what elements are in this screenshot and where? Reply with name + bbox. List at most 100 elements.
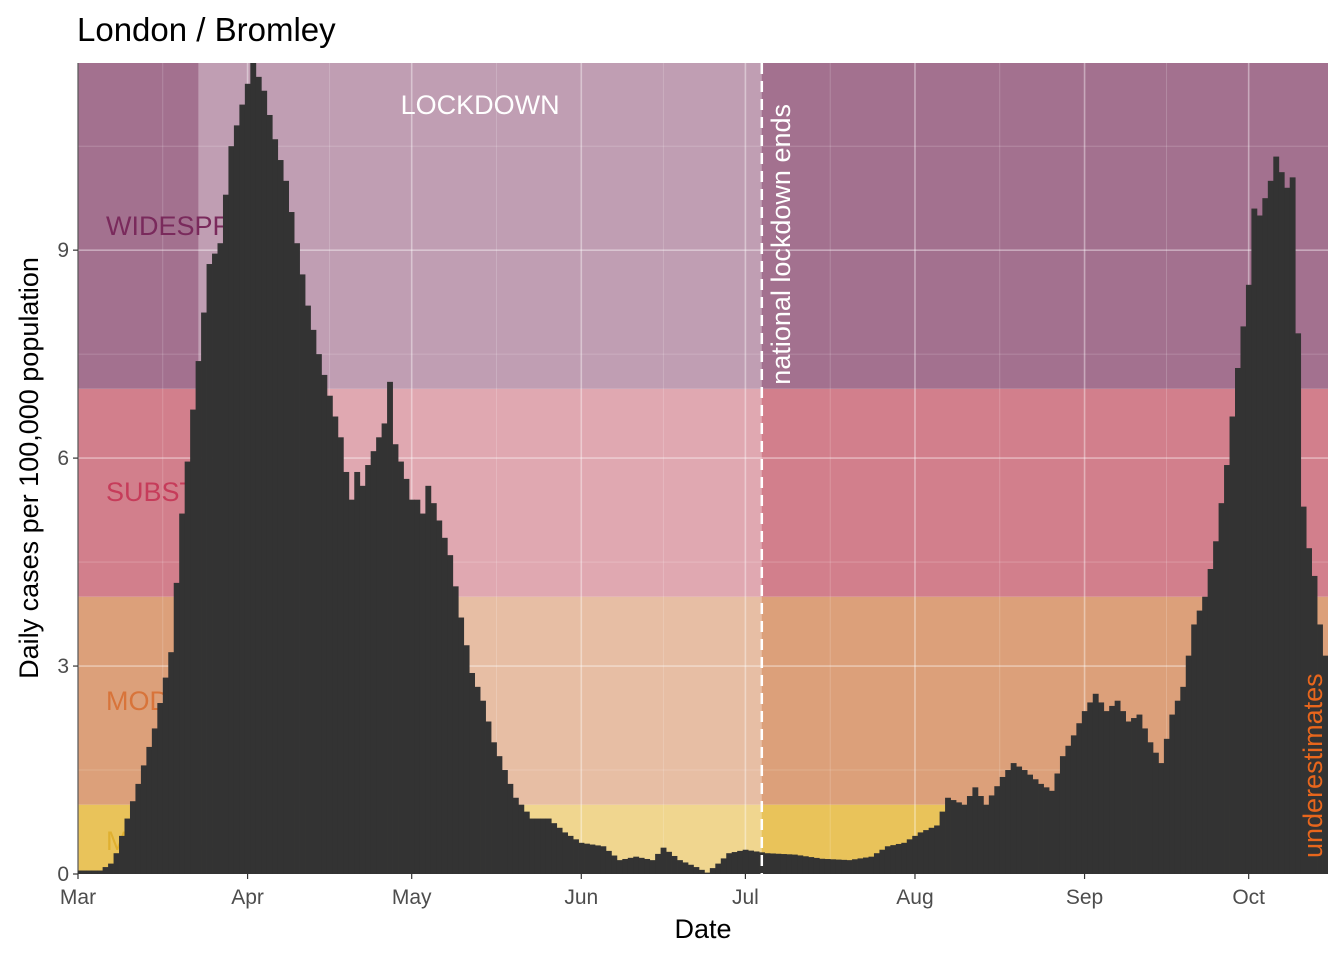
bar [1174,700,1181,874]
bar [485,721,492,874]
bar [124,818,131,874]
bar [86,870,93,874]
bar [884,846,891,874]
bar [1163,738,1170,874]
bar [469,672,476,874]
bar [1032,779,1039,874]
bar [868,856,875,874]
bar [994,786,1001,874]
bar [1120,711,1126,874]
bar [419,513,426,874]
bar [217,243,224,874]
bar [1098,702,1105,874]
bar [737,850,744,874]
bar [1065,745,1072,874]
bar [97,870,104,874]
y-axis-title: Daily cases per 100,000 population [14,257,44,679]
bar [376,437,383,874]
bar [906,839,913,874]
lockdown-label: LOCKDOWN [401,90,560,120]
bar [212,253,218,874]
bar [343,471,350,874]
lockdown-end-label: national lockdown ends [766,104,796,385]
y-tick-label: 3 [57,655,69,678]
bar [458,617,465,874]
x-tick-label: Jul [732,886,759,909]
bar [1311,575,1318,874]
bar [354,471,361,874]
bar [283,180,290,874]
bar [594,845,601,874]
bar [584,843,590,874]
bar [1262,198,1269,874]
bar [567,835,574,874]
bar [507,783,514,874]
bar [726,853,733,874]
bar [1300,506,1307,874]
bar [802,856,809,874]
bar [228,146,235,874]
bar [310,329,317,874]
bar [1289,177,1296,874]
bar [414,499,421,874]
bar [266,114,273,874]
bar [972,787,979,874]
bar [1038,783,1044,874]
bar [1224,465,1230,874]
bar [233,125,240,874]
bar [140,765,147,874]
bar [983,804,990,874]
bar [1059,756,1066,874]
bar [939,811,946,874]
bar [638,857,645,874]
bar [764,853,771,874]
bar [1185,655,1192,874]
bar [370,451,377,874]
bar [1016,766,1023,874]
bar [206,264,213,874]
bar [239,104,246,874]
bar [605,850,612,874]
bar [332,416,339,874]
bar [540,818,547,874]
bar [162,677,169,874]
bar [365,465,372,874]
bar [195,361,202,874]
bar [923,830,930,874]
bar [78,870,82,874]
bar [80,870,87,874]
x-tick-label: Jun [564,886,598,909]
bar [250,63,257,874]
chart-title: London / Bromley [77,11,336,48]
bar [1213,541,1219,874]
bar [173,582,180,874]
bar [168,652,175,874]
bar [956,802,962,874]
bar [261,90,268,874]
bar [731,852,738,874]
annotations: LOCKDOWN national lockdown ends underestim… [401,90,1328,858]
bar [119,835,125,874]
bar [901,842,908,874]
bar [315,354,322,874]
bar [1295,333,1302,874]
underestimates-label: underestimates [1298,673,1328,858]
bar [644,858,651,874]
bar [491,742,497,874]
bar [1284,187,1291,874]
bar [1169,714,1176,874]
bars [78,63,1328,874]
bar [1267,180,1274,874]
bar [326,395,333,874]
bar [1273,156,1280,874]
bar [791,854,798,874]
bar [348,499,355,874]
bar [201,312,207,874]
bar [1218,503,1225,874]
bar [720,858,727,874]
bar [288,212,295,874]
bar [1278,172,1285,874]
bar [392,444,399,874]
bar [398,461,404,874]
bar [480,700,486,874]
